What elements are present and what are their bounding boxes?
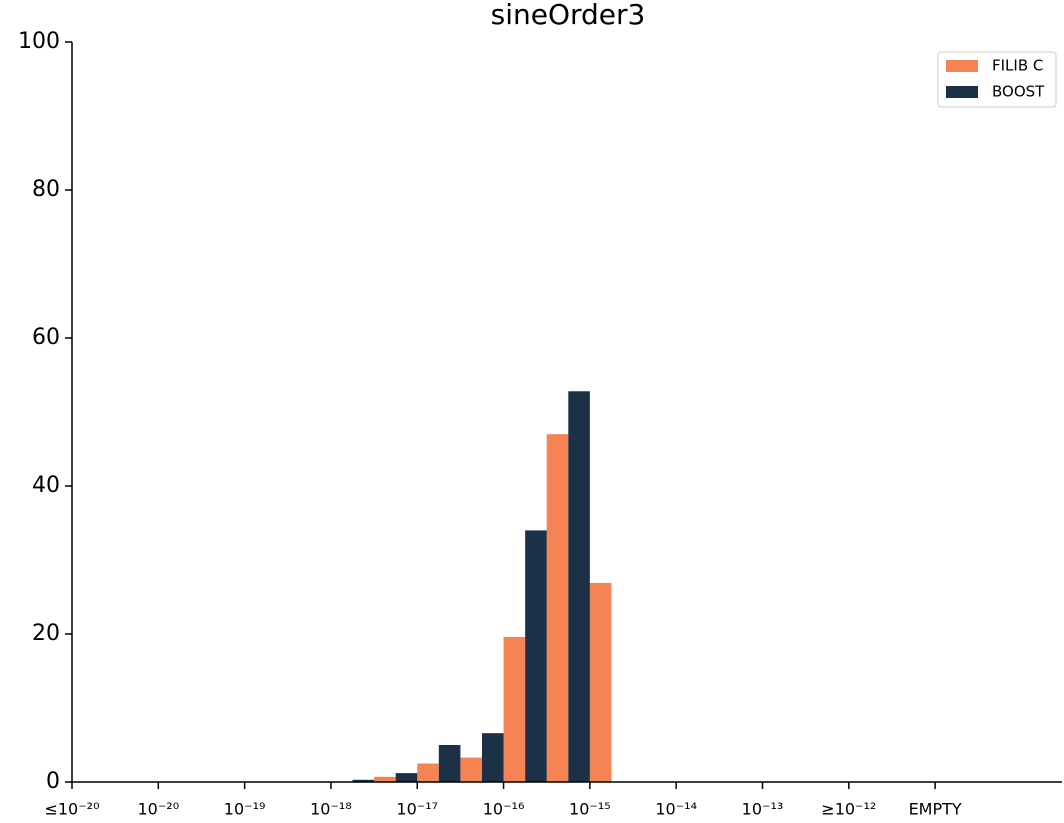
x-tick-label: 10⁻²⁰ (137, 800, 179, 819)
bar (417, 763, 439, 782)
bar (481, 733, 504, 782)
chart-title: sineOrder3 (491, 0, 646, 31)
y-tick-label: 20 (32, 621, 60, 646)
bar (374, 776, 396, 782)
y-tick-label: 60 (32, 325, 60, 350)
bar (589, 582, 612, 782)
bar (460, 757, 482, 782)
bar (395, 773, 418, 782)
legend-label: FILIB C (992, 57, 1043, 75)
x-tick-label: ≤10⁻²⁰ (44, 800, 99, 819)
x-tick-label: 10⁻¹⁹ (224, 800, 266, 819)
bar (438, 745, 461, 782)
legend-swatch (946, 86, 978, 98)
x-tick-label: 10⁻¹⁷ (396, 800, 438, 819)
y-tick-label: 0 (46, 769, 60, 794)
bar (568, 391, 590, 782)
bar (525, 530, 547, 782)
bar (546, 434, 569, 782)
x-tick-label: ≥10⁻¹² (821, 800, 876, 819)
x-tick-label: 10⁻¹⁶ (483, 800, 525, 819)
x-tick-label: 10⁻¹³ (742, 800, 784, 819)
y-tick-label: 40 (32, 473, 60, 498)
x-tick-label: 10⁻¹⁸ (310, 800, 352, 819)
y-tick-label: 100 (18, 29, 60, 54)
bar (352, 779, 375, 782)
y-tick-label: 80 (32, 177, 60, 202)
x-tick-label: 10⁻¹⁵ (569, 800, 611, 819)
bar (503, 636, 526, 782)
legend-label: BOOST (992, 83, 1045, 101)
legend-swatch (946, 60, 978, 72)
x-tick-label: 10⁻¹⁴ (655, 800, 697, 819)
x-tick-label: EMPTY (909, 800, 962, 819)
